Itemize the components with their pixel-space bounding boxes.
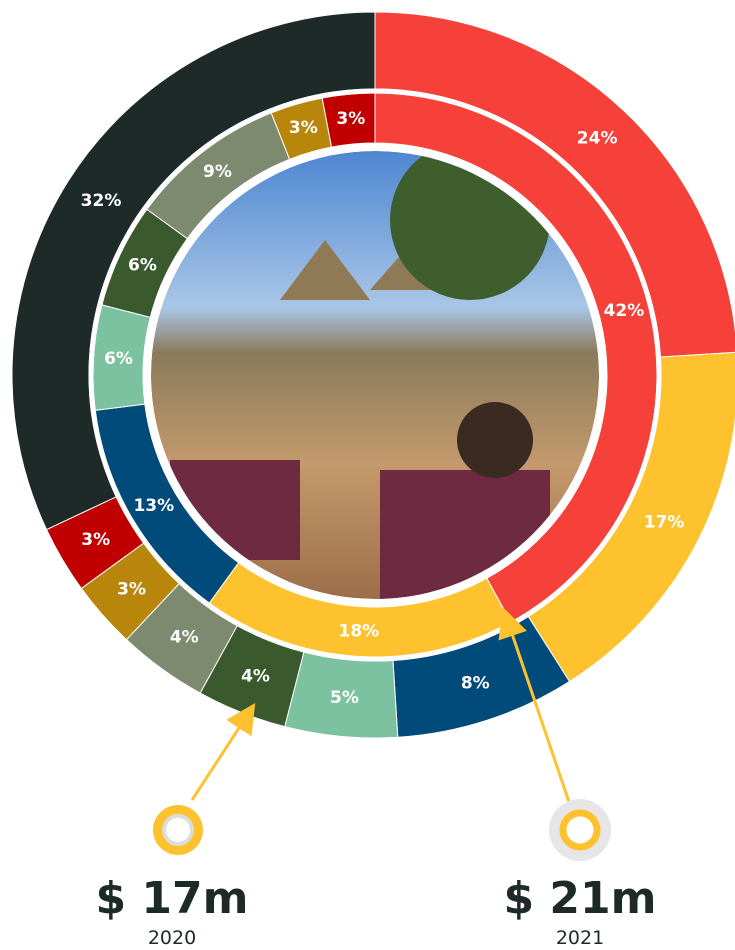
year: 2021 [556, 927, 604, 949]
photo [151, 151, 599, 599]
data-label: 18% [339, 621, 380, 641]
data-label: 3% [117, 580, 146, 600]
data-label: 13% [133, 496, 174, 516]
data-label: 6% [128, 256, 157, 276]
marker [162, 814, 194, 846]
data-label: 3% [336, 109, 365, 129]
data-label: 24% [577, 128, 618, 148]
ring-gap [88, 88, 662, 662]
arrow [498, 607, 572, 806]
data-label: 3% [289, 118, 318, 138]
year: 2020 [148, 927, 196, 949]
marker [559, 809, 601, 851]
data-label: 4% [170, 628, 199, 648]
amount: $ 17m [95, 873, 248, 924]
data-label: 5% [330, 688, 359, 708]
data-label: 3% [81, 530, 110, 550]
data-label: 42% [604, 301, 645, 321]
data-label: 32% [81, 191, 122, 211]
amount: $ 21m [503, 873, 656, 924]
data-label: 6% [104, 349, 133, 369]
data-label: 8% [461, 674, 490, 694]
arrow [190, 702, 256, 801]
data-label: 4% [241, 667, 270, 687]
data-label: 17% [644, 512, 685, 532]
data-label: 9% [203, 162, 232, 182]
